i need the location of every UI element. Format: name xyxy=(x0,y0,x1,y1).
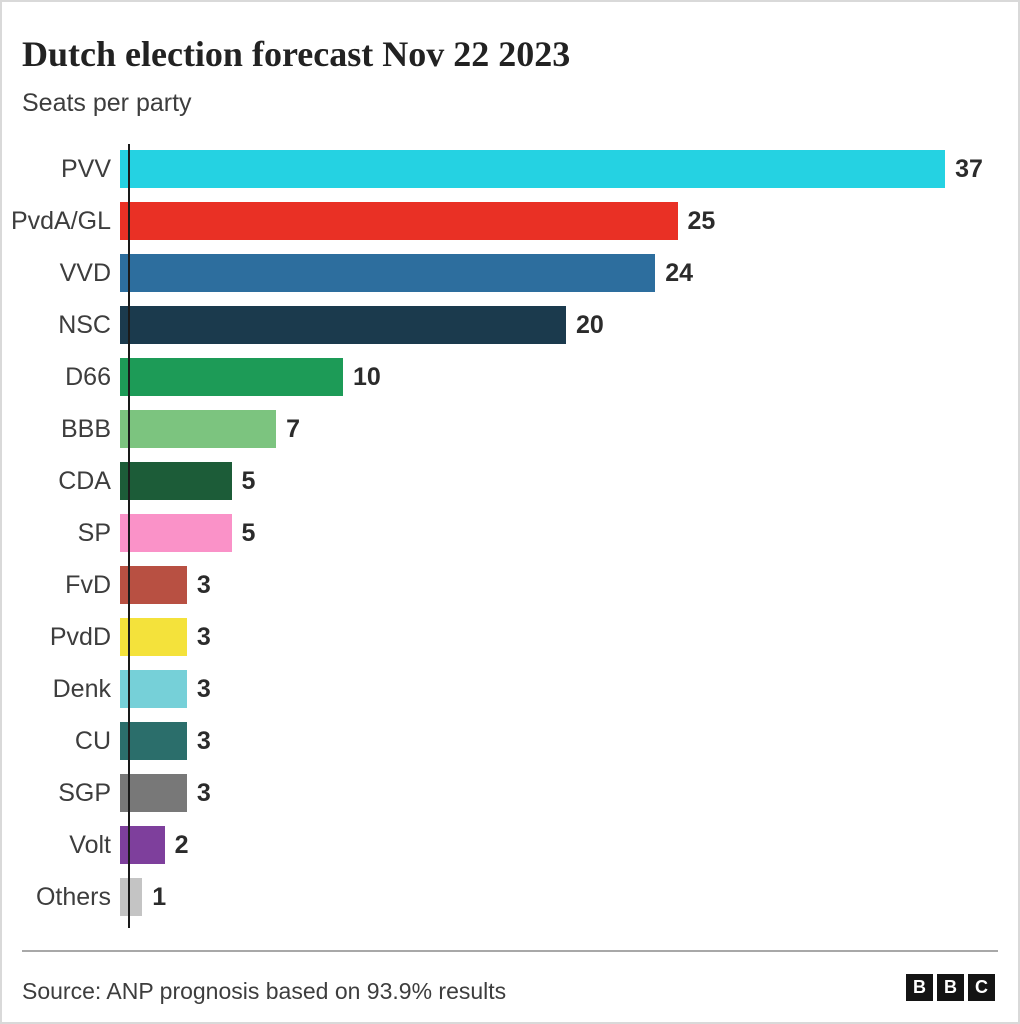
party-label: PVV xyxy=(60,154,111,183)
value-label: 3 xyxy=(196,778,211,807)
bar-vvd xyxy=(120,254,656,292)
party-label: SGP xyxy=(58,778,111,807)
chart-row: FvD 3 xyxy=(2,566,1018,604)
party-label: Volt xyxy=(69,830,111,859)
bar-d66 xyxy=(120,358,343,396)
source-text: Source: ANP prognosis based on 93.9% res… xyxy=(22,978,507,1004)
party-label: NSC xyxy=(58,310,111,339)
bar-pvdd xyxy=(120,618,187,656)
party-label: PvdD xyxy=(49,622,111,651)
value-label: 3 xyxy=(196,622,211,651)
chart-row: PVV 37 xyxy=(2,150,1018,188)
bar-cu xyxy=(120,722,187,760)
page-title: Dutch election forecast Nov 22 2023 xyxy=(22,34,571,74)
chart-row: PvdA/GL 25 xyxy=(2,202,1018,240)
party-label: Others xyxy=(35,882,111,911)
value-label: 3 xyxy=(196,570,211,599)
bar-chart: PVV 37 PvdA/GL 25 VVD 24 NSC 20 D66 10 BBB 7 CDA 5 SP 5… xyxy=(2,144,1018,928)
y-axis-line xyxy=(128,144,130,928)
party-label: BBB xyxy=(60,414,111,443)
chart-row: SGP 3 xyxy=(2,774,1018,812)
bar-cda xyxy=(120,462,232,500)
bbc-logo-letter: B xyxy=(906,974,933,1001)
value-label: 7 xyxy=(286,414,300,443)
party-label: CDA xyxy=(58,466,111,495)
chart-footer: Source: ANP prognosis based on 93.9% res… xyxy=(22,950,998,1022)
bar-bbb xyxy=(120,410,277,448)
value-label: 10 xyxy=(353,362,381,391)
bar-nsc xyxy=(120,306,566,344)
bbc-logo-letter: B xyxy=(937,974,964,1001)
value-label: 24 xyxy=(665,258,693,287)
party-label: CU xyxy=(74,726,111,755)
bar-rows: PVV 37 PvdA/GL 25 VVD 24 NSC 20 D66 10 BBB 7 CDA 5 SP 5… xyxy=(2,150,1018,916)
chart-header: Dutch election forecast Nov 22 2023 Seat… xyxy=(2,2,1018,118)
bar-sgp xyxy=(120,774,187,812)
bar-others xyxy=(120,878,143,916)
bar-sp xyxy=(120,514,232,552)
bar-fvd xyxy=(120,566,187,604)
party-label: FvD xyxy=(65,570,111,599)
party-label: SP xyxy=(77,518,111,547)
value-label: 3 xyxy=(196,726,211,755)
bbc-logo-letter: C xyxy=(968,974,995,1001)
bar-pvv xyxy=(120,150,946,188)
party-label: D66 xyxy=(65,362,111,391)
value-label: 1 xyxy=(152,882,167,911)
bar-volt xyxy=(120,826,165,864)
value-label: 3 xyxy=(196,674,211,703)
value-label: 5 xyxy=(241,518,256,547)
chart-row: CDA 5 xyxy=(2,462,1018,500)
chart-row: Denk 3 xyxy=(2,670,1018,708)
footer-divider xyxy=(22,950,998,952)
value-label: 5 xyxy=(241,466,256,495)
chart-row: Volt 2 xyxy=(2,826,1018,864)
value-label: 20 xyxy=(576,310,604,339)
bar-denk xyxy=(120,670,187,708)
party-label: Denk xyxy=(52,674,111,703)
chart-row: PvdD 3 xyxy=(2,618,1018,656)
chart-row: CU 3 xyxy=(2,722,1018,760)
party-label: VVD xyxy=(59,258,111,287)
bar-pvda-gl xyxy=(120,202,678,240)
chart-subtitle: Seats per party xyxy=(22,89,192,117)
value-label: 37 xyxy=(955,154,983,183)
chart-row: BBB 7 xyxy=(2,410,1018,448)
chart-row: Others 1 xyxy=(2,878,1018,916)
value-label: 25 xyxy=(687,206,716,235)
chart-row: D66 10 xyxy=(2,358,1018,396)
chart-row: SP 5 xyxy=(2,514,1018,552)
chart-row: VVD 24 xyxy=(2,254,1018,292)
chart-row: NSC 20 xyxy=(2,306,1018,344)
value-label: 2 xyxy=(174,830,189,859)
party-label: PvdA/GL xyxy=(10,206,111,235)
